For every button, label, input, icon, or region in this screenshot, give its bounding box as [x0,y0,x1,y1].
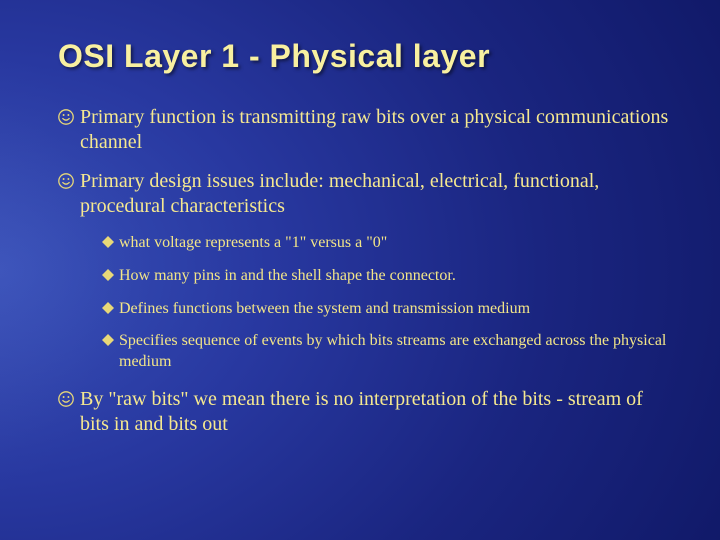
sub-list: what voltage represents a "1" versus a "… [102,233,670,373]
slide-title: OSI Layer 1 - Physical layer [58,38,670,75]
smile-icon [58,109,74,125]
diamond-icon [102,302,114,314]
bullet-item: By "raw bits" we mean there is no interp… [58,387,670,437]
diamond-icon [102,236,114,248]
sub-item: what voltage represents a "1" versus a "… [102,233,670,254]
smile-icon [58,391,74,407]
sub-text: what voltage represents a "1" versus a "… [119,233,670,254]
bullet-item: Primary design issues include: mechanica… [58,169,670,219]
smile-icon [58,173,74,189]
bullet-text: Primary design issues include: mechanica… [80,169,670,219]
bullet-item: Primary function is transmitting raw bit… [58,105,670,155]
sub-item: How many pins in and the shell shape the… [102,266,670,287]
diamond-icon [102,334,114,346]
slide-content: OSI Layer 1 - Physical layer Primary fun… [0,0,720,481]
diamond-icon [102,269,114,281]
bullet-text: By "raw bits" we mean there is no interp… [80,387,670,437]
bullet-list: Primary function is transmitting raw bit… [58,105,670,437]
sub-text: Specifies sequence of events by which bi… [119,331,670,373]
sub-item: Specifies sequence of events by which bi… [102,331,670,373]
sub-item: Defines functions between the system and… [102,299,670,320]
sub-text: How many pins in and the shell shape the… [119,266,670,287]
bullet-text: Primary function is transmitting raw bit… [80,105,670,155]
sub-text: Defines functions between the system and… [119,299,670,320]
